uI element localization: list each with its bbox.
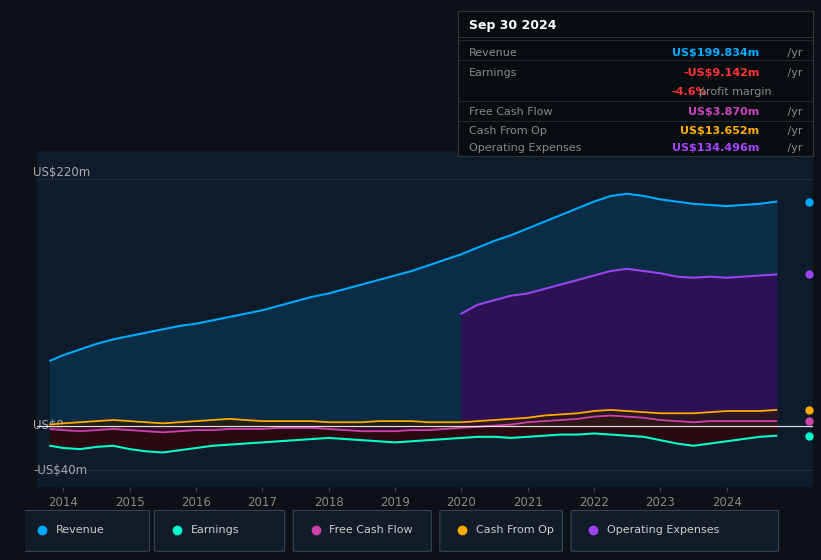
Text: Free Cash Flow: Free Cash Flow xyxy=(469,108,553,118)
Text: US$13.652m: US$13.652m xyxy=(681,126,759,136)
FancyBboxPatch shape xyxy=(440,510,562,552)
FancyBboxPatch shape xyxy=(293,510,431,552)
Text: Earnings: Earnings xyxy=(190,525,239,535)
Text: Sep 30 2024: Sep 30 2024 xyxy=(469,19,557,32)
FancyBboxPatch shape xyxy=(571,510,778,552)
Text: Free Cash Flow: Free Cash Flow xyxy=(329,525,413,535)
Text: /yr: /yr xyxy=(784,108,802,118)
Text: /yr: /yr xyxy=(784,126,802,136)
Text: US$3.870m: US$3.870m xyxy=(688,108,759,118)
Text: Earnings: Earnings xyxy=(469,68,517,78)
Text: Cash From Op: Cash From Op xyxy=(476,525,554,535)
Text: -US$9.142m: -US$9.142m xyxy=(683,68,759,78)
Text: -4.6%: -4.6% xyxy=(671,87,707,97)
Text: US$0: US$0 xyxy=(33,419,64,432)
FancyBboxPatch shape xyxy=(19,510,149,552)
Text: US$134.496m: US$134.496m xyxy=(672,143,759,153)
Text: /yr: /yr xyxy=(784,68,802,78)
Text: Operating Expenses: Operating Expenses xyxy=(469,143,581,153)
FancyBboxPatch shape xyxy=(154,510,285,552)
Text: Revenue: Revenue xyxy=(469,48,517,58)
Text: US$199.834m: US$199.834m xyxy=(672,48,759,58)
Text: /yr: /yr xyxy=(784,48,802,58)
Text: Operating Expenses: Operating Expenses xyxy=(608,525,720,535)
Text: US$220m: US$220m xyxy=(33,166,90,179)
Text: profit margin: profit margin xyxy=(699,87,772,97)
Text: Revenue: Revenue xyxy=(56,525,104,535)
Text: /yr: /yr xyxy=(784,143,802,153)
Text: Cash From Op: Cash From Op xyxy=(469,126,547,136)
Text: -US$40m: -US$40m xyxy=(33,464,87,477)
